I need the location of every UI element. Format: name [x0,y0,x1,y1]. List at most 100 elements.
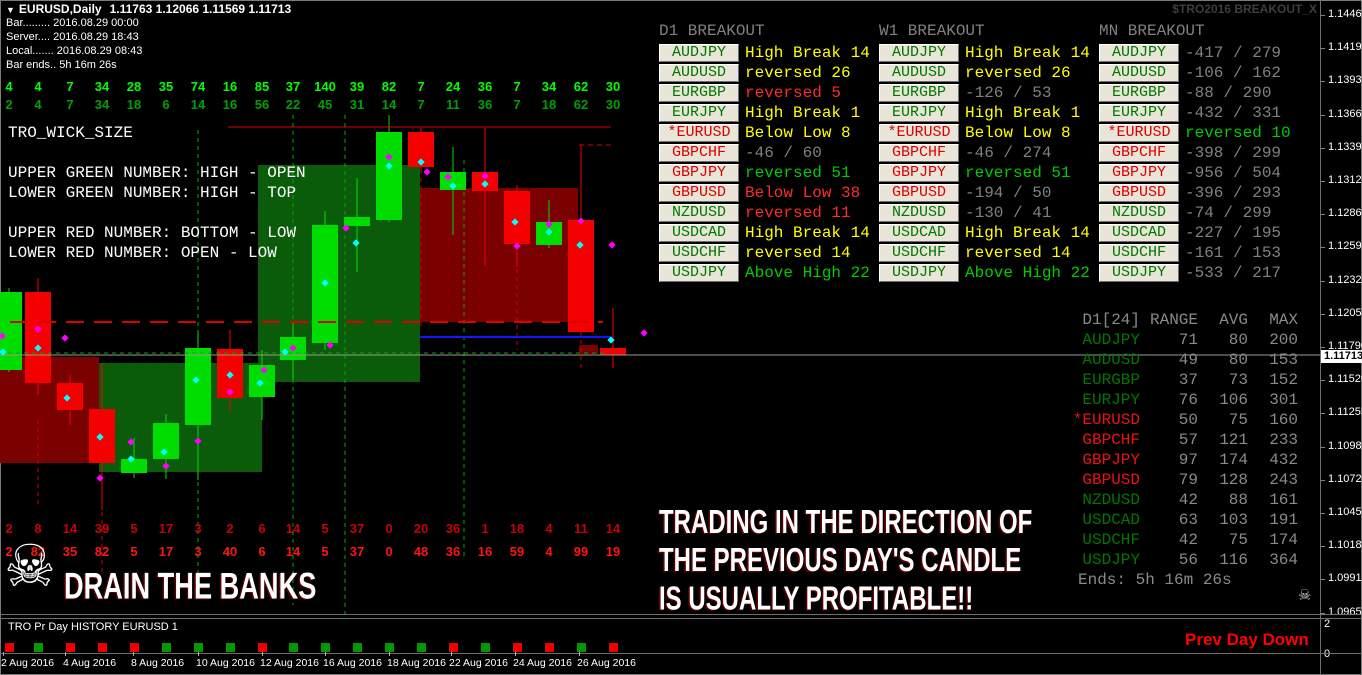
pair-button[interactable]: EURGBP [659,84,739,102]
price-tick-mark [1320,48,1325,49]
pair-button[interactable]: AUDJPY [1099,44,1179,62]
signal-dot [342,224,350,232]
breakout-status: Below Low 8 [745,124,851,142]
pair-button[interactable]: GBPCHF [1099,144,1179,162]
candle-body-down [568,220,594,332]
wick-size-row-bottom-low: 2 8 14 39 5 17 3 2 6 14 5 37 0 20 36 1 18 4 11 14 [0,521,630,536]
wick-size-value: 8 [34,521,42,536]
wick-size-value: 7 [417,79,425,94]
wick-size-value: 7 [513,79,521,94]
skull-crossbones-icon: ☠ [4,532,56,600]
pair-button[interactable]: EURJPY [1099,104,1179,122]
breakout-status: -432 / 331 [1185,104,1282,122]
date-tick-mark [198,652,199,656]
pair-button[interactable]: USDCAD [1099,224,1179,242]
price-tick-label: 1.10185 [1328,539,1362,551]
pair-button[interactable]: USDCHF [879,244,959,262]
wick-size-value: 35 [62,544,78,559]
range-table-value: 121 [1219,431,1248,449]
pair-button[interactable]: *EURUSD [1099,124,1179,142]
subwindow-separator[interactable] [0,618,1362,619]
pair-button[interactable]: GBPCHF [659,144,739,162]
range-table-value: 75 [1228,411,1248,429]
price-tick-label: 1.10450 [1328,506,1362,518]
pair-button[interactable]: GBPJPY [659,164,739,182]
pair-button[interactable]: USDJPY [1099,264,1179,282]
pair-button[interactable]: GBPUSD [879,184,959,202]
signal-dot [127,455,135,463]
pair-button[interactable]: AUDUSD [659,64,739,82]
candlestick-chart[interactable] [0,0,1320,614]
breakout-status: reversed 14 [745,244,851,262]
pair-button[interactable]: *EURUSD [659,124,739,142]
wick-size-value: 0 [385,521,393,536]
price-tick-label: 1.12590 [1328,240,1362,252]
pair-button[interactable]: USDCAD [659,224,739,242]
wick-size-value: 6 [162,97,170,112]
pair-button[interactable]: EURGBP [879,84,959,102]
time-axis[interactable]: 2 Aug 2016 4 Aug 2016 8 Aug 2016 10 Aug 201… [0,652,1320,670]
breakout-row: USDCHF reversed 14 [879,243,1097,263]
pair-button[interactable]: AUDJPY [879,44,959,62]
signal-dot [194,437,202,445]
range-table-row: GBPUSD 79 128 243 [1040,471,1298,491]
chart-title: ▼ EURUSD,Daily 1.11763 1.12066 1.11569 1.1… [6,2,291,16]
pair-button[interactable]: GBPCHF [879,144,959,162]
breakout-row: USDCAD High Break 14 [659,223,877,243]
candle-body-up [121,459,147,473]
breakout-row: GBPUSD -194 / 50 [879,183,1097,203]
wick-size-value: 24 [445,79,461,94]
pair-button[interactable]: EURJPY [879,104,959,122]
pair-button[interactable]: AUDUSD [1099,64,1179,82]
wick-size-value: 140 [314,79,336,94]
breakout-status: -417 / 279 [1185,44,1282,62]
pair-button[interactable]: GBPJPY [1099,164,1179,182]
subwindow-separator[interactable] [0,614,1362,615]
range-table-header: AVG [1219,311,1248,329]
zone-down [579,345,598,354]
prev-day-square-down [98,643,107,652]
wick-size-value: 11 [574,521,588,536]
pair-button[interactable]: USDJPY [659,264,739,282]
price-tick-mark [1320,447,1325,448]
pair-button[interactable]: USDJPY [879,264,959,282]
wick-legend-line: UPPER RED NUMBER: BOTTOM - LOW [8,224,297,242]
pair-button[interactable]: USDCHF [1099,244,1179,262]
chart-dropdown-icon[interactable]: ▼ [6,5,15,15]
breakout-table: MN BREAKOUT AUDJPY -417 / 279 AUDUSD -106 / … [1099,22,1317,283]
range-table-value: 37 [1178,371,1198,389]
range-table-row: USDCHF 42 75 174 [1040,531,1298,551]
price-tick-label: 1.10985 [1328,440,1362,452]
range-table-value: 432 [1269,451,1298,469]
pair-button[interactable]: NZDUSD [879,204,959,222]
pair-button[interactable]: USDCAD [879,224,959,242]
date-tick-label: 18 Aug 2016 [387,657,446,669]
pair-button[interactable]: AUDJPY [659,44,739,62]
breakout-row: EURJPY -432 / 331 [1099,103,1317,123]
wick-size-value: 4 [545,521,553,536]
pair-button[interactable]: GBPUSD [659,184,739,202]
pair-button[interactable]: EURJPY [659,104,739,122]
pair-button[interactable]: EURGBP [1099,84,1179,102]
breakout-row: NZDUSD -130 / 41 [879,203,1097,223]
pair-button[interactable]: GBPUSD [1099,184,1179,202]
breakout-table-title: W1 BREAKOUT [879,22,985,40]
pair-button[interactable]: GBPJPY [879,164,959,182]
pair-button[interactable]: USDCHF [659,244,739,262]
price-tick-mark [1320,148,1325,149]
wick-size-value: 45 [317,97,333,112]
breakout-row: AUDJPY -417 / 279 [1099,43,1317,63]
symbol-timeframe: EURUSD,Daily [18,2,102,16]
pair-button[interactable]: NZDUSD [659,204,739,222]
range-table-value: 80 [1228,351,1248,369]
range-table-value: 49 [1178,351,1198,369]
price-axis[interactable]: 1.11713 1.14465 1.14195 1.13930 1.13660 1.13… [1320,0,1362,675]
wick-size-value: 36 [477,79,493,94]
pair-button[interactable]: *EURUSD [879,124,959,142]
wick-legend-line: LOWER GREEN NUMBER: HIGH - TOP [8,184,297,202]
banner-text: DRAIN THE BANKS [64,566,317,608]
range-table-value: 73 [1228,371,1248,389]
pair-button[interactable]: NZDUSD [1099,204,1179,222]
pair-button[interactable]: AUDUSD [879,64,959,82]
date-tick-mark [262,652,263,656]
